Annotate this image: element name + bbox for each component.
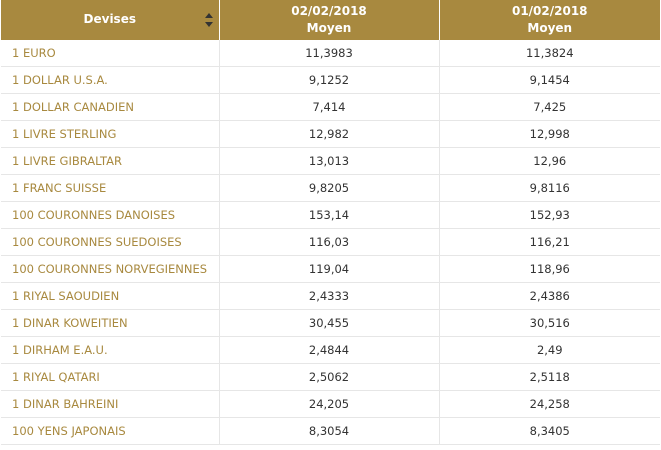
table-row: 1 DINAR BAHREINI 24,205 24,258 — [1, 390, 660, 418]
table-row: 1 DIRHAM E.A.U. 2,4844 2,49 — [1, 336, 660, 364]
currency-name-cell: 1 DOLLAR CANADIEN — [1, 93, 220, 121]
column-header-currency-label: Devises — [83, 12, 136, 26]
rate-date-2-cell: 7,425 — [439, 93, 660, 121]
column-header-date-2-sub: Moyen — [527, 21, 573, 35]
rate-date-1-cell: 24,205 — [219, 390, 440, 418]
rate-date-2-cell: 9,8116 — [439, 174, 660, 202]
table-row: 100 COURONNES NORVEGIENNES 119,04 118,96 — [1, 255, 660, 283]
rate-date-1-cell: 30,455 — [219, 309, 440, 337]
currency-name-cell: 1 FRANC SUISSE — [1, 174, 220, 202]
currency-name-cell: 1 LIVRE GIBRALTAR — [1, 147, 220, 175]
sort-updown-icon[interactable] — [204, 13, 213, 27]
currency-name-cell: 1 RIYAL QATARI — [1, 363, 220, 391]
currency-name-cell: 1 DIRHAM E.A.U. — [1, 336, 220, 364]
rate-date-2-cell: 12,96 — [439, 147, 660, 175]
table-row: 1 LIVRE GIBRALTAR 13,013 12,96 — [1, 147, 660, 175]
rate-date-2-cell: 116,21 — [439, 228, 660, 256]
rate-date-2-cell: 30,516 — [439, 309, 660, 337]
rate-date-1-cell: 9,8205 — [219, 174, 440, 202]
currency-name-cell: 1 DINAR KOWEITIEN — [1, 309, 220, 337]
column-header-date-2-label: 01/02/2018 — [511, 4, 588, 18]
column-header-currency[interactable]: Devises — [1, 0, 220, 40]
rate-date-1-cell: 153,14 — [219, 201, 440, 229]
table-row: 100 YENS JAPONAIS 8,3054 8,3405 — [1, 417, 660, 445]
table-row: 1 DOLLAR CANADIEN 7,414 7,425 — [1, 93, 660, 121]
column-header-date-1: 02/02/2018 Moyen — [219, 0, 440, 40]
rate-date-2-cell: 2,4386 — [439, 282, 660, 310]
rate-date-2-cell: 8,3405 — [439, 417, 660, 445]
currency-name-cell: 1 EURO — [1, 40, 220, 67]
rate-date-1-cell: 11,3983 — [219, 40, 440, 67]
rate-date-2-cell: 152,93 — [439, 201, 660, 229]
rate-date-1-cell: 9,1252 — [219, 66, 440, 94]
currency-name-cell: 1 RIYAL SAOUDIEN — [1, 282, 220, 310]
table-row: 1 RIYAL SAOUDIEN 2,4333 2,4386 — [1, 282, 660, 310]
rate-date-1-cell: 119,04 — [219, 255, 440, 283]
table-row: 1 DINAR KOWEITIEN 30,455 30,516 — [1, 309, 660, 337]
rate-date-1-cell: 7,414 — [219, 93, 440, 121]
table-row: 1 RIYAL QATARI 2,5062 2,5118 — [1, 363, 660, 391]
currency-name-cell: 100 COURONNES DANOISES — [1, 201, 220, 229]
currency-name-cell: 1 DINAR BAHREINI — [1, 390, 220, 418]
table-header-row: Devises 02/02/2018 Moyen 01/02/2018 Moye… — [1, 0, 660, 40]
table-row: 1 FRANC SUISSE 9,8205 9,8116 — [1, 174, 660, 202]
rate-date-2-cell: 12,998 — [439, 120, 660, 148]
rate-date-1-cell: 13,013 — [219, 147, 440, 175]
table-row: 100 COURONNES DANOISES 153,14 152,93 — [1, 201, 660, 229]
rate-date-2-cell: 118,96 — [439, 255, 660, 283]
rate-date-1-cell: 12,982 — [219, 120, 440, 148]
rate-date-1-cell: 2,5062 — [219, 363, 440, 391]
column-header-date-1-label: 02/02/2018 — [291, 4, 367, 18]
rate-date-1-cell: 116,03 — [219, 228, 440, 256]
column-header-date-1-sub: Moyen — [306, 21, 352, 35]
rate-date-2-cell: 2,5118 — [439, 363, 660, 391]
currency-name-cell: 1 DOLLAR U.S.A. — [1, 66, 220, 94]
table-row: 100 COURONNES SUEDOISES 116,03 116,21 — [1, 228, 660, 256]
table-row: 1 EURO 11,3983 11,3824 — [1, 40, 660, 67]
currency-name-cell: 1 LIVRE STERLING — [1, 120, 220, 148]
rate-date-2-cell: 11,3824 — [439, 40, 660, 67]
rate-date-1-cell: 2,4844 — [219, 336, 440, 364]
rate-date-1-cell: 8,3054 — [219, 417, 440, 445]
rate-date-1-cell: 2,4333 — [219, 282, 440, 310]
currency-name-cell: 100 COURONNES NORVEGIENNES — [1, 255, 220, 283]
rate-date-2-cell: 2,49 — [439, 336, 660, 364]
rate-date-2-cell: 24,258 — [439, 390, 660, 418]
currency-name-cell: 100 YENS JAPONAIS — [1, 417, 220, 445]
column-header-date-2: 01/02/2018 Moyen — [439, 0, 660, 40]
currency-name-cell: 100 COURONNES SUEDOISES — [1, 228, 220, 256]
rate-date-2-cell: 9,1454 — [439, 66, 660, 94]
table-row: 1 LIVRE STERLING 12,982 12,998 — [1, 120, 660, 148]
table-row: 1 DOLLAR U.S.A. 9,1252 9,1454 — [1, 66, 660, 94]
